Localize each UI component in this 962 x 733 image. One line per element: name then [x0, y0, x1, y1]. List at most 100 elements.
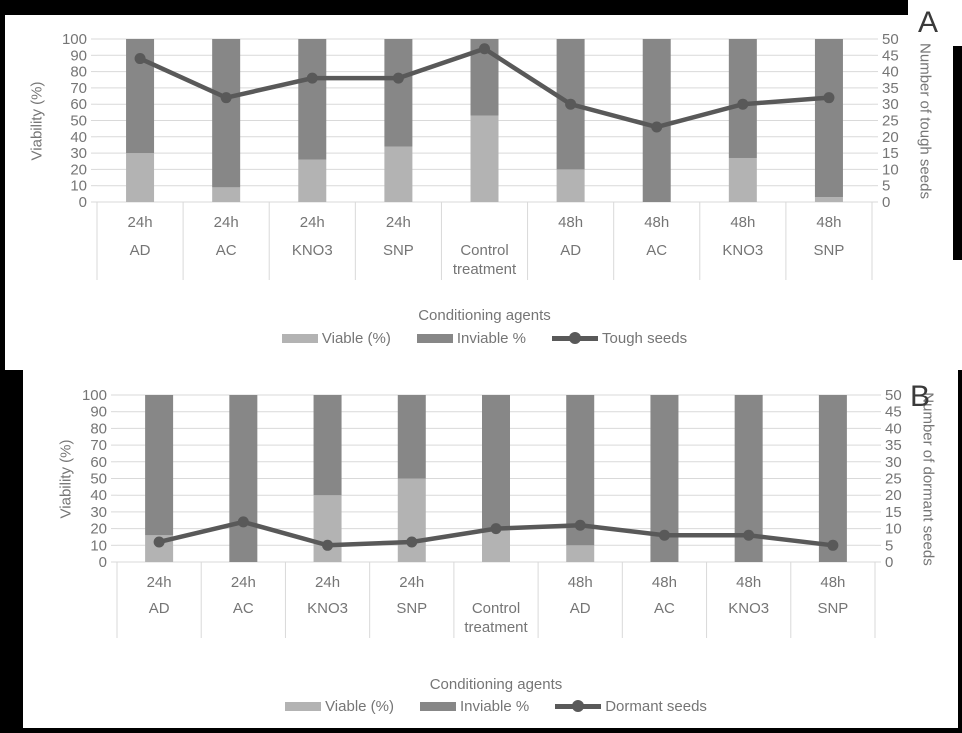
category-time-label: 48h	[558, 214, 583, 231]
bar-viable-segment	[397, 478, 426, 562]
line-point-marker	[220, 92, 232, 104]
category-time-label: 24h	[386, 214, 411, 231]
legend-line-dot	[569, 332, 582, 344]
bar-inviable-segment	[482, 395, 510, 529]
line-point-marker	[658, 529, 670, 541]
category-agent-label: AC	[233, 600, 254, 617]
legend-label: Tough seeds	[602, 329, 688, 347]
bar-viable-segment	[384, 146, 413, 202]
category-time-label: 24h	[214, 214, 239, 231]
bar-viable-segment	[814, 197, 843, 202]
right-tick-label: 25	[882, 113, 899, 130]
right-tick-label: 25	[885, 471, 902, 488]
line-point-marker	[565, 98, 577, 110]
legend-label: Inviable %	[459, 697, 530, 715]
chart-panel-a: 0 10 20 30 40 50 60 70 80 90 100 0 5 10 15 20 25 30 35 40 45…	[5, 15, 962, 370]
line-point-marker	[406, 536, 418, 548]
right-tick-label: 20	[885, 487, 902, 504]
left-tick-label: 80	[70, 64, 87, 81]
left-tick-label: 100	[62, 31, 87, 48]
legend-label: Dormant seeds	[605, 697, 707, 715]
line-point-marker	[306, 72, 318, 84]
category-time-label: 24h	[147, 574, 172, 591]
bar-viable-segment	[566, 545, 595, 562]
category-agent-label: AD	[130, 242, 151, 259]
bar-inviable-segment	[384, 39, 413, 147]
category-agent-label: KNO3	[722, 242, 763, 259]
x-axis-title: Conditioning agents	[418, 307, 551, 324]
bar-viable-segment	[298, 159, 327, 202]
line-point-marker	[651, 121, 663, 133]
category-agent-label: treatment	[464, 619, 528, 636]
line-point-marker	[743, 529, 755, 541]
category-agent-label: SNP	[817, 600, 848, 617]
bar-inviable-segment	[814, 39, 843, 198]
bar-viable-segment	[482, 528, 510, 562]
chart-panel-b: 0 10 20 30 40 50 60 70 80 90 100 0 5 10 15 20 25 30 35 40 45…	[23, 370, 958, 728]
legend-item: Viable (%)	[281, 329, 391, 347]
line-point-marker	[134, 53, 146, 65]
right-tick-label: 15	[885, 504, 902, 521]
legend: Viable (%) Inviable % Tough seeds	[97, 328, 872, 348]
category-agent-label: AD	[560, 242, 581, 259]
right-tick-label: 45	[882, 47, 899, 64]
bar-viable-segment	[470, 115, 499, 202]
category-agent-label: treatment	[453, 261, 517, 278]
left-tick-label: 30	[90, 504, 107, 521]
right-tick-label: 40	[885, 420, 902, 437]
right-tick-label: 15	[882, 145, 899, 162]
left-axis-title: Viability (%)	[57, 439, 75, 518]
legend-item: Viable (%)	[285, 698, 394, 715]
line-point-marker	[153, 536, 165, 548]
category-time-label: 48h	[652, 574, 677, 591]
line-point-marker	[827, 539, 839, 551]
chart-svg-A: 0102030405060708090100051015202530354045…	[62, 31, 899, 280]
legend: Viable (%) Inviable % Dormant seeds	[117, 696, 875, 716]
category-agent-label: AC	[654, 600, 675, 617]
legend-swatch-viable	[281, 333, 318, 343]
chart-svg-B: 0102030405060708090100051015202530354045…	[82, 387, 902, 638]
left-tick-label: 10	[90, 537, 107, 554]
category-agent-label: AD	[149, 600, 170, 617]
bar-inviable-segment	[818, 395, 847, 562]
legend-item: Tough seeds	[552, 330, 687, 347]
category-time-label: 48h	[816, 214, 841, 231]
left-tick-label: 20	[90, 521, 107, 538]
legend-label: Inviable %	[456, 329, 527, 347]
legend-item: Inviable %	[419, 697, 530, 715]
left-axis-title: Viability (%)	[28, 81, 46, 160]
line-point-marker	[392, 72, 404, 84]
line-point-marker	[737, 98, 749, 110]
right-axis-title: Number of tough seeds	[916, 42, 934, 199]
category-time-label: 24h	[128, 214, 153, 231]
panel-b-letter: B	[910, 380, 931, 413]
category-time-label: 24h	[300, 214, 325, 231]
category-agent-label: SNP	[383, 242, 414, 259]
category-agent-label: Control	[472, 600, 520, 617]
right-tick-label: 20	[882, 129, 899, 146]
left-tick-label: 60	[90, 454, 107, 471]
category-time-label: 48h	[736, 574, 761, 591]
legend-swatch-inviable	[416, 333, 453, 343]
right-tick-label: 35	[885, 437, 902, 454]
left-tick-label: 90	[90, 404, 107, 421]
legend-swatch-viable	[285, 701, 322, 711]
bar-inviable-segment	[642, 39, 671, 202]
bar-inviable-segment	[145, 395, 174, 536]
right-tick-label: 5	[882, 178, 890, 195]
right-tick-label: 40	[882, 64, 899, 81]
bar-inviable-segment	[313, 395, 342, 496]
legend-label: Viable (%)	[321, 329, 391, 347]
right-tick-label: 0	[882, 194, 890, 211]
category-agent-label: KNO3	[292, 242, 333, 259]
left-tick-label: 50	[70, 113, 87, 130]
left-tick-label: 60	[70, 96, 87, 113]
left-tick-label: 70	[90, 437, 107, 454]
bar-viable-segment	[212, 187, 241, 202]
category-agent-label: KNO3	[307, 600, 348, 617]
left-tick-label: 40	[70, 129, 87, 146]
bar-inviable-segment	[397, 395, 426, 479]
category-agent-label: KNO3	[728, 600, 769, 617]
bar-viable-segment	[313, 495, 342, 562]
left-tick-label: 0	[99, 554, 107, 571]
